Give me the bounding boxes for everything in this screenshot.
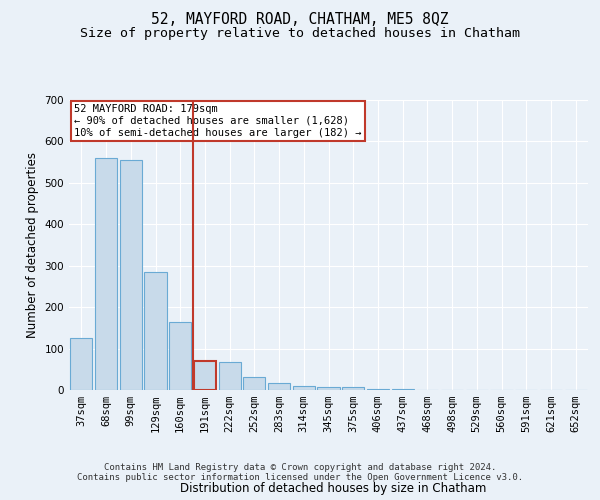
Bar	[392, 389, 414, 390]
Bar	[293, 386, 315, 390]
Bar	[70, 338, 92, 390]
Bar	[145, 272, 167, 390]
Bar	[169, 322, 191, 390]
Text: 52, MAYFORD ROAD, CHATHAM, ME5 8QZ: 52, MAYFORD ROAD, CHATHAM, ME5 8QZ	[151, 12, 449, 28]
Bar	[119, 160, 142, 390]
Text: Contains public sector information licensed under the Open Government Licence v3: Contains public sector information licen…	[77, 474, 523, 482]
Text: Distribution of detached houses by size in Chatham: Distribution of detached houses by size …	[180, 482, 486, 495]
Text: Size of property relative to detached houses in Chatham: Size of property relative to detached ho…	[80, 28, 520, 40]
Bar	[342, 387, 364, 390]
Bar	[218, 362, 241, 390]
Bar	[243, 376, 265, 390]
Bar	[317, 387, 340, 390]
Bar	[194, 361, 216, 390]
Text: Contains HM Land Registry data © Crown copyright and database right 2024.: Contains HM Land Registry data © Crown c…	[104, 464, 496, 472]
Bar	[268, 382, 290, 390]
Bar	[367, 389, 389, 390]
Bar	[95, 158, 117, 390]
Y-axis label: Number of detached properties: Number of detached properties	[26, 152, 39, 338]
Text: 52 MAYFORD ROAD: 179sqm
← 90% of detached houses are smaller (1,628)
10% of semi: 52 MAYFORD ROAD: 179sqm ← 90% of detache…	[74, 104, 362, 138]
